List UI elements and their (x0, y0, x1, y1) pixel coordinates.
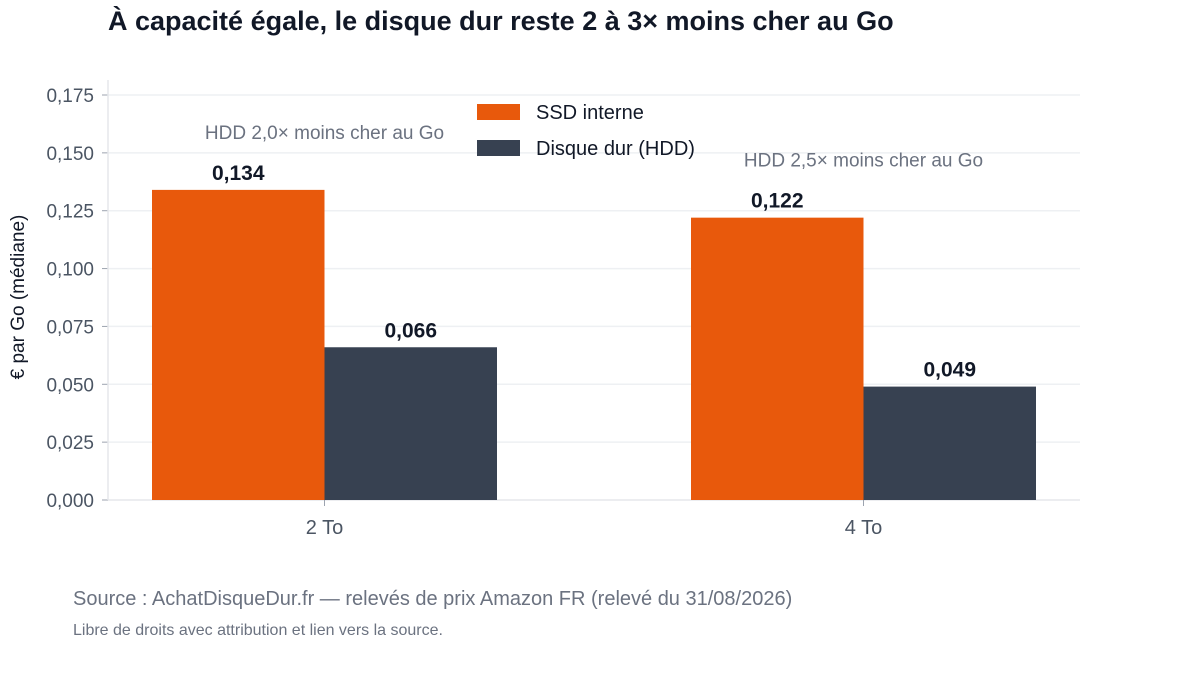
license-note: Libre de droits avec attribution et lien… (73, 622, 443, 639)
y-tick-label: 0,175 (46, 86, 94, 107)
x-tick-label: 4 To (845, 517, 882, 539)
source-note: Source : AchatDisqueDur.fr — relevés de … (73, 588, 793, 610)
legend-swatch (477, 104, 520, 120)
y-tick-label: 0,125 (46, 202, 94, 223)
chart-title: À capacité égale, le disque dur reste 2 … (108, 6, 894, 36)
ratio-annotation: HDD 2,0× moins cher au Go (205, 123, 444, 144)
ratio-annotation: HDD 2,5× moins cher au Go (744, 151, 983, 172)
y-tick-label: 0,000 (46, 491, 94, 512)
legend-swatch (477, 140, 520, 156)
bar-value-label: 0,066 (384, 319, 437, 342)
legend-label: SSD interne (536, 102, 644, 124)
y-tick-label: 0,025 (46, 433, 94, 454)
y-tick-label: 0,150 (46, 144, 94, 165)
bar-ssd-0 (152, 189, 325, 500)
bar-ssd-1 (691, 217, 864, 500)
y-tick-label: 0,075 (46, 317, 94, 338)
bar-value-label: 0,122 (751, 190, 804, 213)
bar-value-label: 0,134 (212, 162, 265, 185)
bar-hdd-0 (324, 347, 497, 500)
x-tick-label: 2 To (306, 517, 343, 539)
bar-hdd-1 (863, 386, 1036, 500)
y-tick-label: 0,100 (46, 260, 94, 281)
legend-label: Disque dur (HDD) (536, 138, 695, 160)
y-axis-title: € par Go (médiane) (8, 215, 29, 380)
bar-value-label: 0,049 (923, 359, 976, 382)
y-tick-label: 0,050 (46, 375, 94, 396)
